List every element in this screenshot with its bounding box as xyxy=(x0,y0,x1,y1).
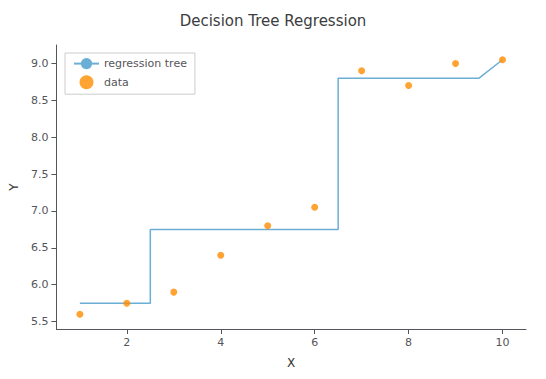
svg-text:regression tree: regression tree xyxy=(104,57,187,70)
svg-text:data: data xyxy=(104,76,129,89)
svg-text:10: 10 xyxy=(496,336,510,349)
svg-text:Y: Y xyxy=(7,183,21,192)
svg-text:7.5: 7.5 xyxy=(31,168,49,181)
svg-text:9.0: 9.0 xyxy=(31,57,49,70)
svg-text:8.5: 8.5 xyxy=(31,94,49,107)
svg-text:4: 4 xyxy=(217,336,224,349)
svg-text:8: 8 xyxy=(405,336,412,349)
svg-text:5.5: 5.5 xyxy=(31,315,49,328)
svg-text:Decision Tree Regression: Decision Tree Regression xyxy=(180,12,367,30)
svg-text:8.0: 8.0 xyxy=(31,131,49,144)
svg-text:X: X xyxy=(287,356,295,370)
svg-text:6.5: 6.5 xyxy=(31,241,49,254)
svg-text:2: 2 xyxy=(123,336,130,349)
svg-text:6: 6 xyxy=(311,336,318,349)
svg-text:6.0: 6.0 xyxy=(31,278,49,291)
svg-text:7.0: 7.0 xyxy=(31,204,49,217)
